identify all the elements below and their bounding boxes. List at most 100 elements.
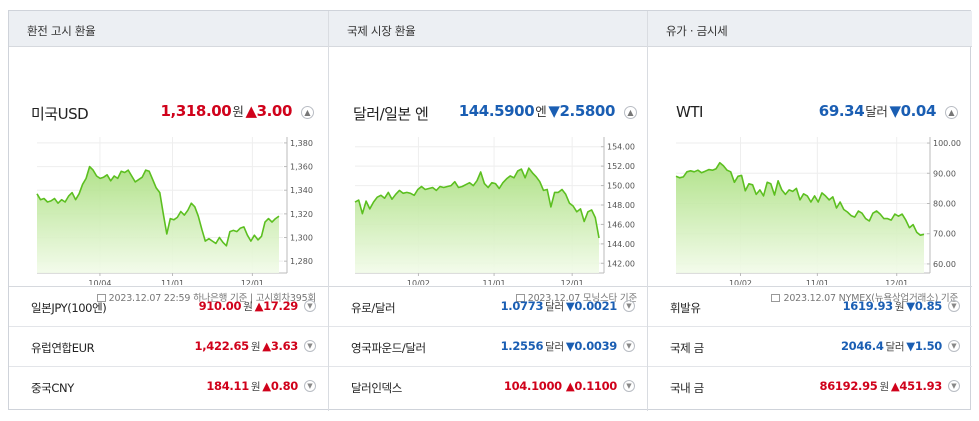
x-tick-label: 11/01 — [161, 279, 184, 285]
currency-value: 1.2556 달러 ▼0.0039 — [500, 339, 618, 353]
price-unit: 엔 — [535, 104, 547, 119]
chevron-down-icon[interactable]: ▼ — [623, 300, 635, 312]
y-tick-label: 100.00 — [933, 139, 961, 148]
commodity-value: 1619.93 원 ▼0.85 — [842, 299, 943, 313]
list-item[interactable]: 휘발유 1619.93 원 ▼0.85 ▼ — [648, 287, 972, 327]
main-quote[interactable]: 달러/일본 엔 144.5900엔 ▼2.5800 ▲ 154.00 152.00 1… — [329, 47, 647, 304]
commodity-value: 2046.4 달러 ▼1.50 — [840, 339, 942, 353]
up-arrow-icon: ▲ — [565, 379, 575, 393]
list-item[interactable]: 일본JPY(100엔) 910.00 원 ▲17.29 ▼ — [9, 287, 328, 327]
section-header[interactable]: 국제 시장 환율 — [329, 11, 647, 47]
commodity-name[interactable]: 휘발유 — [670, 301, 701, 315]
main-quote[interactable]: WTI 69.34달러 ▼0.04 ▲ 100.00 90.00 80.00 70.00… — [648, 47, 972, 304]
x-tick-label: 11/01 — [806, 279, 829, 285]
source-info: 2023.12.07 NYMEX(뉴욕상업거래소) 기준 — [771, 290, 958, 304]
currency-name[interactable]: 일본JPY(100엔) — [31, 301, 107, 315]
commodity-name[interactable]: 국제 금 — [670, 341, 704, 355]
source-info: 2023.12.07 모닝스타 기준 — [515, 290, 637, 304]
y-tick-label: 1,360 — [290, 163, 313, 172]
main-quote-price: 1,318.00원 ▲3.00 — [161, 101, 293, 120]
chevron-down-icon[interactable]: ▼ — [623, 340, 635, 352]
down-arrow-icon: ▼ — [565, 299, 575, 313]
currency-name[interactable]: 달러인덱스 — [351, 381, 402, 395]
chevron-down-icon[interactable]: ▼ — [948, 380, 960, 392]
list-item[interactable]: 영국파운드/달러 1.2556 달러 ▼0.0039 ▼ — [329, 327, 647, 367]
price-unit: 원 — [232, 104, 244, 119]
currency-value: 184.11 원 ▲0.80 — [206, 379, 298, 393]
calendar-icon — [515, 294, 525, 302]
y-tick-label: 148.00 — [607, 201, 635, 210]
currency-value: 104.1000 ▲0.1100 — [503, 379, 617, 393]
list-item[interactable]: 달러인덱스 104.1000 ▲0.1100 ▼ — [329, 367, 647, 407]
y-tick-label: 154.00 — [607, 143, 635, 152]
calendar-icon — [771, 294, 781, 302]
price-chart: 154.00 152.00 150.00 148.00 146.00 144.00 142.… — [354, 137, 635, 285]
price-change: 3.00 — [256, 102, 293, 120]
down-arrow-icon: ▼ — [565, 339, 575, 353]
price-value: 144.5900 — [458, 102, 535, 120]
up-arrow-icon: ▲ — [245, 102, 257, 120]
series-line — [36, 165, 280, 247]
list-item[interactable]: 유럽연합EUR 1,422.65 원 ▲3.63 ▼ — [9, 327, 328, 367]
down-arrow-icon: ▼ — [889, 102, 901, 120]
price-value: 69.34 — [818, 102, 865, 120]
y-tick-label: 90.00 — [933, 169, 956, 178]
series-area — [355, 168, 599, 273]
currency-name[interactable]: 중국CNY — [31, 381, 74, 395]
y-tick-label: 80.00 — [933, 199, 956, 208]
chevron-down-icon[interactable]: ▼ — [304, 340, 316, 352]
series-line — [675, 161, 925, 236]
chevron-down-icon[interactable]: ▼ — [304, 380, 316, 392]
x-tick-label: 12/01 — [561, 279, 584, 285]
main-quote-name[interactable]: WTI — [676, 103, 703, 121]
currency-value: 910.00 원 ▲17.29 — [198, 299, 299, 313]
chevron-down-icon[interactable]: ▼ — [623, 380, 635, 392]
main-quote-price: 69.34달러 ▼0.04 — [818, 101, 937, 120]
y-tick-label: 1,340 — [290, 186, 313, 195]
collapse-chevron-up-icon[interactable]: ▲ — [624, 106, 637, 119]
currency-name[interactable]: 영국파운드/달러 — [351, 341, 426, 355]
x-tick-label: 10/04 — [88, 279, 111, 285]
list-item[interactable]: 국제 금 2046.4 달러 ▼1.50 ▼ — [648, 327, 972, 367]
list-item[interactable]: 중국CNY 184.11 원 ▲0.80 ▼ — [9, 367, 328, 407]
x-tick-label: 12/01 — [885, 279, 908, 285]
price-unit: 달러 — [865, 104, 888, 119]
exchange-rate-widget: 환전 고시 환율 미국USD 1,318.00원 ▲3.00 ▲ 1,380 1,3… — [8, 10, 972, 411]
list-item[interactable]: 유로/달러 1.0773 달러 ▼0.0021 ▼ — [329, 287, 647, 327]
y-tick-label: 1,320 — [290, 210, 313, 219]
main-quote-name[interactable]: 미국USD — [31, 105, 89, 123]
series-area — [37, 166, 279, 273]
calendar-icon — [96, 294, 106, 302]
price-value: 1,318.00 — [160, 102, 232, 120]
currency-value: 1.0773 달러 ▼0.0021 — [500, 299, 618, 313]
source-info: 2023.12.07 22:59 하나은행 기준 | 고시회차395회 — [96, 290, 316, 304]
main-quote[interactable]: 미국USD 1,318.00원 ▲3.00 ▲ 1,380 1,360 1,340 1,… — [9, 47, 328, 304]
list-item[interactable]: 국내 금 86192.95 원 ▲451.93 ▼ — [648, 367, 972, 407]
collapse-chevron-up-icon[interactable]: ▲ — [945, 106, 958, 119]
down-arrow-icon: ▼ — [906, 339, 915, 353]
collapse-chevron-up-icon[interactable]: ▲ — [301, 106, 314, 119]
up-arrow-icon: ▲ — [890, 379, 900, 393]
chevron-down-icon[interactable]: ▼ — [304, 300, 316, 312]
section-header[interactable]: 환전 고시 환율 — [9, 11, 328, 47]
main-quote-name[interactable]: 달러/일본 엔 — [353, 105, 429, 123]
section-header[interactable]: 유가 · 금시세 — [648, 11, 972, 47]
down-arrow-icon: ▼ — [906, 299, 915, 313]
price-change: 2.5800 — [559, 102, 616, 120]
currency-name[interactable]: 유럽연합EUR — [31, 341, 95, 355]
section-oil-gold: 유가 · 금시세 WTI 69.34달러 ▼0.04 ▲ 100.00 90.00 8… — [648, 11, 972, 411]
y-tick-label: 146.00 — [607, 220, 635, 229]
commodity-name[interactable]: 국내 금 — [670, 381, 704, 395]
section-exchange-notice: 환전 고시 환율 미국USD 1,318.00원 ▲3.00 ▲ 1,380 1,3… — [9, 11, 329, 411]
chevron-down-icon[interactable]: ▼ — [948, 300, 960, 312]
currency-name[interactable]: 유로/달러 — [351, 301, 396, 315]
price-chart: 1,380 1,360 1,340 1,320 1,300 1,280 10/04 11/01… — [36, 137, 313, 285]
main-quote-price: 144.5900엔 ▼2.5800 — [458, 101, 616, 120]
y-tick-label: 1,280 — [290, 257, 313, 266]
x-tick-label: 10/02 — [729, 279, 752, 285]
up-arrow-icon: ▲ — [254, 299, 264, 313]
series-line — [354, 167, 600, 239]
chevron-down-icon[interactable]: ▼ — [948, 340, 960, 352]
down-arrow-icon: ▼ — [548, 102, 560, 120]
y-tick-label: 1,380 — [290, 139, 313, 148]
